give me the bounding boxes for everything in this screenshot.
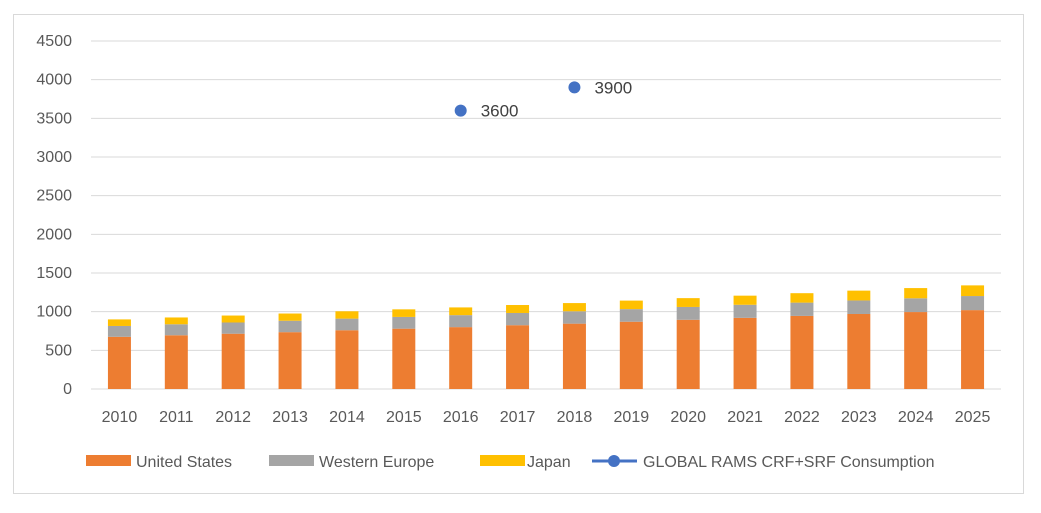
x-tick-label: 2024 (898, 409, 934, 426)
y-axis-ticks: 0 500 1000 1500 2000 2500 3000 3500 4000 4500 (36, 33, 72, 398)
legend-swatch-united-states (86, 455, 131, 466)
x-tick-label: 2022 (784, 409, 820, 426)
bar-western-europe-2011 (164, 324, 188, 336)
y-tick-label: 0 (63, 381, 72, 398)
bar-western-europe-2023 (847, 300, 871, 314)
bar-western-europe-2019 (619, 309, 643, 322)
y-tick-label: 1000 (36, 304, 72, 321)
bar-japan-2017 (506, 305, 530, 313)
bar-united-states-2022 (790, 315, 814, 389)
x-tick-label: 2011 (159, 409, 194, 426)
x-axis-ticks: 2010 2011 2012 2013 2014 2015 2016 2017 2018 2019… (102, 409, 991, 426)
bar-western-europe-2024 (904, 298, 928, 313)
legend-label-western-europe: Western Europe (319, 454, 434, 471)
bar-united-states-2017 (506, 325, 530, 389)
bar-japan-2025 (961, 285, 985, 297)
legend-label-japan: Japan (527, 454, 571, 471)
x-tick-label: 2018 (557, 409, 593, 426)
y-tick-label: 2000 (36, 226, 72, 243)
legend-label-global-rams-crf-srf-consumption: GLOBAL RAMS CRF+SRF Consumption (643, 454, 935, 471)
x-tick-label: 2019 (614, 409, 650, 426)
x-tick-label: 2012 (215, 409, 251, 426)
bar-united-states-2012 (221, 333, 245, 389)
bar-united-states-2016 (449, 327, 473, 389)
bar-western-europe-2025 (961, 296, 985, 311)
legend-swatch-japan (480, 455, 525, 466)
x-tick-label: 2021 (727, 409, 763, 426)
bar-japan-2011 (164, 317, 188, 325)
bar-japan-2013 (278, 313, 302, 321)
bar-japan-2010 (107, 319, 131, 326)
bar-western-europe-2013 (278, 320, 302, 333)
bar-japan-2024 (904, 288, 928, 299)
bar-western-europe-2020 (676, 306, 700, 320)
scatter-point (454, 104, 467, 117)
y-tick-label: 4500 (36, 33, 72, 50)
bars (107, 285, 985, 389)
bar-united-states-2024 (904, 312, 928, 389)
bar-united-states-2019 (619, 321, 643, 389)
y-tick-label: 1500 (36, 265, 72, 282)
bar-japan-2015 (392, 309, 416, 317)
legend-label-united-states: United States (136, 454, 232, 471)
x-tick-label: 2020 (670, 409, 706, 426)
bar-united-states-2013 (278, 332, 302, 389)
bar-western-europe-2018 (562, 311, 586, 324)
y-tick-label: 3500 (36, 110, 72, 127)
bar-western-europe-2017 (506, 312, 530, 326)
bar-united-states-2011 (164, 335, 188, 389)
x-tick-label: 2010 (102, 409, 138, 426)
x-tick-label: 2016 (443, 409, 479, 426)
bar-japan-2016 (449, 307, 473, 316)
x-tick-label: 2013 (272, 409, 308, 426)
bar-western-europe-2014 (335, 318, 359, 331)
bar-united-states-2014 (335, 330, 359, 389)
legend: United States Western Europe Japan GLOBAL R… (86, 454, 935, 471)
bar-japan-2012 (221, 315, 245, 323)
x-tick-label: 2017 (500, 409, 536, 426)
stacked-bar-chart: 0 500 1000 1500 2000 2500 3000 3500 4000 4500 360… (36, 33, 1001, 471)
bar-united-states-2021 (733, 317, 757, 389)
bar-western-europe-2016 (449, 315, 473, 328)
bar-western-europe-2010 (107, 325, 131, 337)
bar-japan-2020 (676, 298, 700, 307)
bar-japan-2023 (847, 290, 871, 301)
bar-japan-2022 (790, 293, 814, 303)
y-tick-label: 3000 (36, 149, 72, 166)
bar-united-states-2020 (676, 319, 700, 389)
chart-frame: 0 500 1000 1500 2000 2500 3000 3500 4000 4500 360… (13, 14, 1024, 494)
legend-marker-global-rams-crf-srf-consumption (608, 455, 620, 467)
bar-united-states-2015 (392, 328, 416, 389)
bar-western-europe-2015 (392, 316, 416, 329)
bar-japan-2014 (335, 311, 359, 319)
bar-japan-2018 (562, 303, 586, 312)
bar-japan-2021 (733, 295, 757, 305)
data-label: 3900 (594, 78, 632, 97)
bar-western-europe-2021 (733, 304, 757, 318)
bar-western-europe-2022 (790, 302, 814, 316)
scatter-points: 3600 3900 (454, 78, 632, 121)
x-tick-label: 2015 (386, 409, 422, 426)
scatter-point (568, 81, 581, 94)
bar-united-states-2023 (847, 313, 871, 389)
y-tick-label: 500 (45, 342, 72, 359)
data-label: 3600 (481, 102, 519, 121)
x-tick-label: 2014 (329, 409, 365, 426)
legend-swatch-western-europe (269, 455, 314, 466)
bar-western-europe-2012 (221, 322, 245, 334)
x-tick-label: 2023 (841, 409, 877, 426)
y-tick-label: 2500 (36, 188, 72, 205)
y-tick-label: 4000 (36, 72, 72, 89)
bar-united-states-2010 (107, 336, 131, 389)
x-tick-label: 2025 (955, 409, 991, 426)
bar-united-states-2025 (961, 310, 985, 389)
bar-united-states-2018 (562, 323, 586, 389)
bar-japan-2019 (619, 300, 643, 310)
